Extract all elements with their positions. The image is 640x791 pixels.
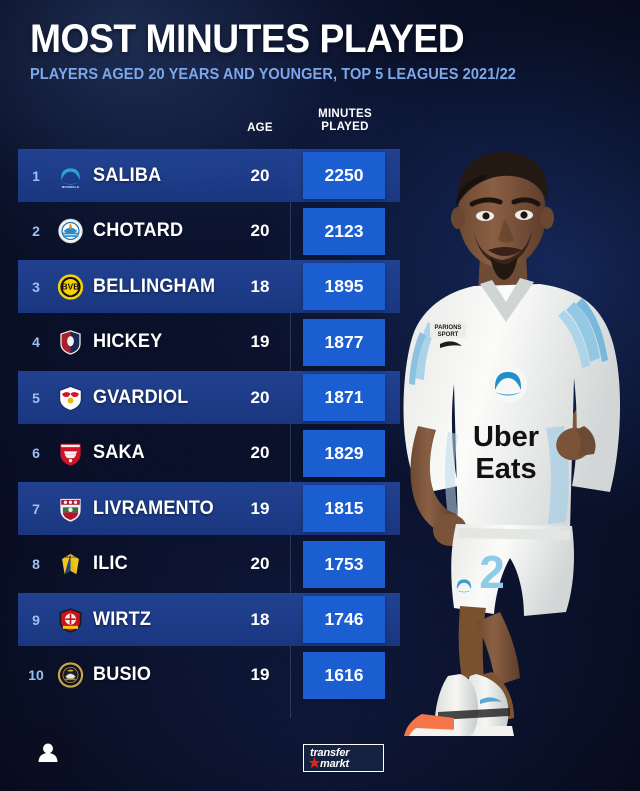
avatar[interactable] — [22, 727, 74, 779]
row-rank: 2 — [32, 223, 40, 240]
transfermarkt-wordmark-line1: transfer — [310, 747, 350, 759]
transfermarkt-mark-icon — [309, 757, 320, 768]
row-minutes-played: 1877 — [303, 318, 385, 366]
hellas-verona-crest: HELLAS — [57, 551, 84, 578]
row-player-name: CHOTARD — [93, 220, 184, 242]
row-rank: 9 — [32, 611, 40, 628]
row-age: 20 — [250, 554, 270, 574]
table-row: 4 HICKEY 19 1877 — [0, 315, 400, 371]
svg-text:2: 2 — [479, 546, 505, 598]
svg-text:09: 09 — [69, 292, 73, 296]
row-player-name: SALIBA — [93, 164, 162, 186]
row-rank: 3 — [32, 278, 40, 295]
row-age: 18 — [250, 609, 270, 629]
bayer-leverkusen-crest — [57, 606, 84, 633]
infographic-header: MOST MINUTES PLAYED PLAYERS AGED 20 YEAR… — [30, 18, 590, 84]
page-title: MOST MINUTES PLAYED — [30, 17, 465, 61]
row-rank: 7 — [32, 500, 40, 517]
olympique-marseille-crest: MARSEILLE — [57, 162, 84, 189]
column-header-age: AGE — [247, 122, 273, 134]
transfermarkt-logo-inner: transfer markt — [304, 745, 383, 771]
row-player-name: WIRTZ — [93, 608, 152, 630]
svg-text:HELLAS: HELLAS — [65, 555, 77, 559]
row-rank: 8 — [32, 556, 40, 573]
row-minutes-played: 1871 — [303, 374, 385, 421]
row-player-name: ILIC — [93, 553, 128, 575]
row-minutes-played: 1746 — [303, 596, 385, 643]
ranking-table: 1 MARSEILLE SALIBA 20 2250 2 CHOTARD 20 2123 3 BVB… — [0, 148, 400, 703]
borussia-dortmund-crest: BVB 09 — [57, 273, 84, 300]
row-rank: 4 — [32, 334, 40, 351]
column-header-minutes-line2: PLAYED — [321, 121, 369, 133]
row-age: 19 — [250, 332, 270, 352]
row-age: 20 — [250, 221, 270, 241]
page-subtitle: PLAYERS AGED 20 YEARS AND YOUNGER, TOP 5… — [30, 66, 516, 83]
transfermarkt-logo: transfer markt — [303, 744, 384, 772]
row-minutes-played: 2123 — [303, 207, 385, 255]
row-minutes-played: 1829 — [303, 429, 385, 477]
row-player-name: BUSIO — [93, 664, 152, 686]
southampton-crest — [57, 495, 84, 522]
rb-leipzig-crest — [57, 384, 84, 412]
table-row: 7 LIVRAMENTO 19 1815 — [0, 481, 400, 537]
column-divider — [290, 148, 291, 718]
table-row: 2 CHOTARD 20 2123 — [0, 204, 400, 260]
column-header-minutes-played: MINUTES PLAYED — [300, 108, 390, 134]
row-minutes-played: 1815 — [303, 485, 385, 532]
table-row: 9 WIRTZ 18 1746 — [0, 592, 400, 648]
row-minutes-played: 2250 — [303, 152, 385, 199]
row-age: 20 — [250, 443, 270, 463]
row-age: 20 — [250, 387, 270, 407]
row-player-name: BELLINGHAM — [93, 275, 216, 297]
row-minutes-played: 1895 — [303, 263, 385, 310]
row-player-name: SAKA — [93, 442, 145, 464]
arsenal-crest — [57, 440, 84, 467]
table-row: 8 HELLAS ILIC 20 1753 — [0, 537, 400, 593]
column-headers: AGE MINUTES PLAYED — [0, 100, 400, 144]
svg-text:PARIONS: PARIONS — [435, 325, 462, 331]
svg-text:SPORT: SPORT — [438, 332, 459, 338]
table-row: 5 GVARDIOL 20 1871 — [0, 370, 400, 426]
table-row: 6 SAKA 20 1829 — [0, 426, 400, 482]
table-row: 10 BUSIO 19 1616 — [0, 648, 400, 704]
row-age: 18 — [250, 276, 270, 296]
column-header-minutes-line1: MINUTES — [318, 108, 372, 120]
transfermarkt-wordmark-line2: markt — [320, 758, 349, 770]
row-rank: 5 — [32, 389, 40, 406]
football-player-photo: PARIONS SPORT Uber Eats 2 — [403, 152, 620, 736]
row-age: 19 — [250, 665, 270, 685]
row-rank: 1 — [32, 167, 40, 184]
svg-text:BVB: BVB — [62, 281, 80, 291]
svg-text:Eats: Eats — [475, 453, 536, 485]
row-age: 19 — [250, 498, 270, 518]
table-row: 1 MARSEILLE SALIBA 20 2250 — [0, 148, 400, 204]
svg-text:Uber: Uber — [473, 421, 539, 453]
person-avatar-icon — [38, 743, 58, 762]
row-player-name: GVARDIOL — [93, 386, 189, 408]
row-minutes-played: 1753 — [303, 540, 385, 588]
row-minutes-played: 1616 — [303, 651, 385, 699]
bologna-crest — [57, 329, 84, 356]
row-rank: 6 — [32, 445, 40, 462]
row-player-name: HICKEY — [93, 331, 163, 353]
venezia-crest — [57, 662, 84, 689]
montpellier-crest — [57, 218, 84, 245]
row-player-name: LIVRAMENTO — [93, 497, 214, 519]
row-age: 20 — [250, 165, 270, 185]
row-rank: 10 — [28, 667, 44, 684]
svg-text:MARSEILLE: MARSEILLE — [62, 185, 79, 189]
table-row: 3 BVB 09 BELLINGHAM 18 1895 — [0, 259, 400, 315]
